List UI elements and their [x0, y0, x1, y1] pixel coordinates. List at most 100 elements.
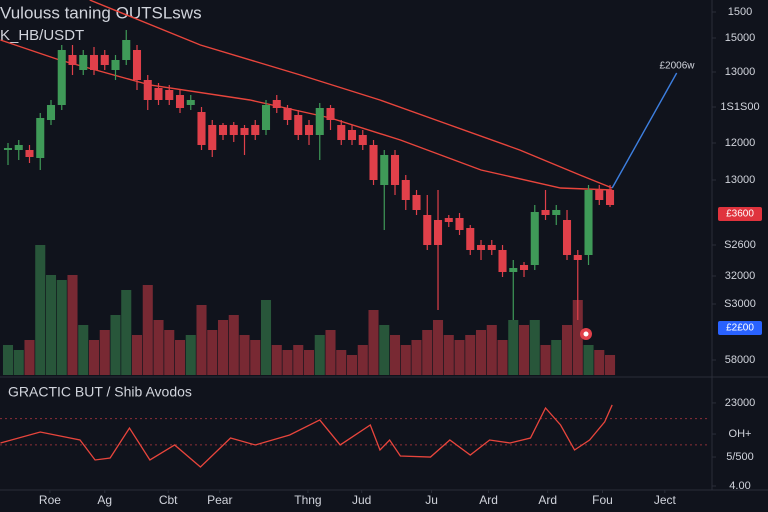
indicator-tick-label: 23000 — [725, 397, 756, 409]
volume-bar — [110, 315, 121, 375]
candle-body — [68, 55, 77, 65]
price-badge — [718, 321, 762, 335]
annotation: £2006w — [659, 61, 695, 72]
candle-body — [584, 190, 593, 255]
volume-bar — [131, 335, 143, 375]
volume-bar — [572, 300, 583, 375]
candle-body — [251, 125, 260, 135]
candle-body — [315, 108, 324, 135]
x-tick-label: Thng — [294, 493, 321, 507]
candle-body — [272, 100, 281, 108]
volume-bar — [24, 340, 35, 375]
volume-bar — [432, 320, 444, 375]
volume-bar — [551, 340, 562, 375]
candle-body — [229, 125, 238, 135]
candle-body — [466, 228, 475, 250]
volume-bar — [336, 350, 347, 375]
y-tick-label: 15000 — [725, 32, 756, 44]
volume-bar — [207, 330, 218, 375]
volume-bar — [411, 340, 422, 375]
volume-bar — [174, 340, 186, 375]
volume-bar — [379, 325, 390, 375]
volume-bar — [561, 325, 573, 375]
candle-body — [132, 50, 142, 80]
candle-body — [487, 245, 496, 250]
candle-body — [498, 250, 507, 272]
volume-bar — [443, 335, 454, 375]
volume-bar — [293, 345, 304, 375]
candle-body — [57, 50, 66, 105]
candle-body — [186, 100, 195, 105]
volume-bar — [271, 345, 282, 375]
volume-bar — [540, 345, 551, 375]
volume-bar — [454, 340, 465, 375]
volume-bar — [518, 325, 530, 375]
volume-bar — [486, 325, 497, 375]
y-tick-label: S2600 — [724, 239, 756, 251]
candle-body — [412, 195, 421, 210]
x-tick-label: Ag — [97, 493, 112, 507]
candle-body — [36, 118, 45, 158]
volume-bar — [78, 325, 89, 375]
x-tick-label: Ard — [479, 493, 498, 507]
x-tick-label: Roe — [39, 493, 61, 507]
candle-body — [3, 148, 13, 150]
volume-bar — [2, 345, 14, 375]
volume-bar — [121, 290, 132, 375]
y-tick-label: S3000 — [724, 298, 756, 310]
volume-bar — [604, 355, 616, 375]
moving-average-line — [611, 72, 678, 189]
volume-bar — [583, 345, 594, 375]
volume-bar — [357, 345, 368, 375]
candle-body — [552, 210, 561, 215]
candle-body — [573, 255, 582, 260]
x-tick-label: Fou — [592, 493, 613, 507]
candle-body — [79, 55, 88, 70]
y-tick-label: 13000 — [725, 66, 756, 78]
candle-body — [595, 190, 604, 200]
candle-body — [46, 105, 56, 120]
y-tick-label: 58000 — [725, 354, 756, 366]
candle-body — [111, 60, 120, 70]
price-badge-label: £3600 — [726, 209, 754, 220]
candle-body — [100, 55, 109, 65]
candle-body — [369, 145, 378, 180]
indicator-tick-label: OH+ — [729, 428, 752, 440]
candle-body — [358, 135, 367, 145]
volume-bar — [346, 355, 358, 375]
candle-body — [240, 128, 249, 135]
volume-bar — [228, 315, 239, 375]
volume-bar — [250, 340, 261, 375]
volume-bar — [164, 330, 175, 375]
chart-title: Vulouss taning OUTSLsws — [0, 3, 202, 22]
y-tick-label: 1S1S00 — [720, 101, 759, 113]
indicator-tick-label: 5/500 — [726, 451, 754, 463]
volume-bar — [196, 305, 207, 375]
chart-subtitle: K_HB/USDT — [0, 27, 84, 44]
candle-body — [294, 115, 303, 135]
x-tick-label: Ard — [538, 493, 557, 507]
volume-bar — [239, 335, 250, 375]
volume-bar — [56, 280, 67, 375]
y-tick-label: 12000 — [725, 137, 756, 149]
candle-body — [444, 218, 453, 222]
x-tick-label: Ject — [654, 493, 677, 507]
candle-body — [423, 215, 432, 245]
indicator-tick-label: 4.00 — [729, 480, 750, 492]
x-tick-label: Pear — [207, 493, 232, 507]
price-badge-label: £2£00 — [726, 323, 754, 334]
candle-body — [14, 145, 23, 150]
x-tick-label: Ju — [425, 493, 438, 507]
candle-body — [165, 90, 174, 100]
volume-bar — [368, 310, 379, 375]
volume-bar — [217, 320, 229, 375]
candle-body — [218, 125, 228, 135]
volume-bar — [303, 350, 315, 375]
candle-body — [283, 108, 292, 120]
candle-body — [347, 130, 357, 140]
volume-bar — [13, 350, 24, 375]
volume-bar — [497, 340, 508, 375]
y-tick-label: 32000 — [725, 270, 756, 282]
